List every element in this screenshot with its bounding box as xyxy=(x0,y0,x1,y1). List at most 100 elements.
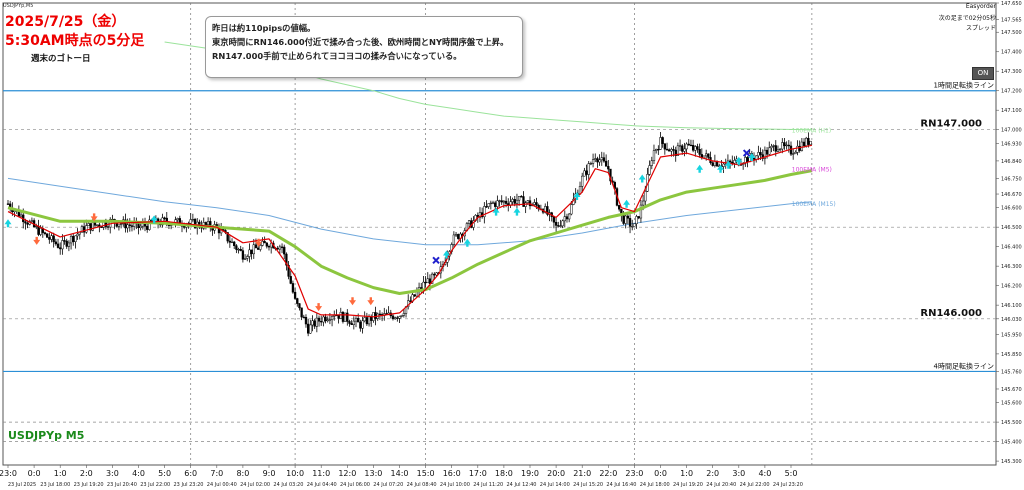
up-arrow-12 xyxy=(735,156,743,165)
candle-body xyxy=(557,225,560,227)
candle-body xyxy=(307,323,310,334)
candle-body xyxy=(80,226,84,233)
plot-area xyxy=(2,2,997,466)
candle-body xyxy=(19,214,23,217)
x-date-label-19: 24 Jul 18:00 xyxy=(640,482,670,488)
x-date-label-7: 24 Jul 02:00 xyxy=(240,482,270,488)
horizontal-lines: 1時間足転換ライン RN147.000 RN146.000 4時間足転換ライン xyxy=(3,81,996,442)
x-hour-label-22: 21:0 xyxy=(573,469,591,478)
candle-body xyxy=(628,218,632,227)
candle-body xyxy=(87,223,90,226)
candle-body xyxy=(713,161,717,166)
candle-body xyxy=(302,316,305,319)
candle-body xyxy=(289,276,292,284)
candle-body xyxy=(54,241,58,245)
candle-body xyxy=(72,235,75,242)
candle-body xyxy=(696,146,699,150)
y-tick-label-16: 146.200 xyxy=(1001,284,1022,290)
candle-body xyxy=(365,317,369,325)
candle-body xyxy=(230,241,234,244)
x-date-label-3: 23 Jul 20:40 xyxy=(107,482,137,488)
candle-body xyxy=(89,223,92,231)
y-tick-label-11: 146.670 xyxy=(1001,192,1022,198)
x-date-label-6: 24 Jul 00:40 xyxy=(207,482,237,488)
candle-body xyxy=(409,300,412,302)
candle-body xyxy=(93,222,97,226)
up-arrow-5 xyxy=(513,207,521,216)
candle-body xyxy=(694,146,697,151)
candle-body xyxy=(722,163,725,167)
y-tick-label-13: 146.500 xyxy=(1001,225,1022,231)
x-hour-label-6: 5:0 xyxy=(158,469,171,478)
x-date-label-9: 24 Jul 04:40 xyxy=(307,482,337,488)
candle-body xyxy=(193,219,197,229)
x-date-label-4: 23 Jul 22:00 xyxy=(140,482,170,488)
y-axis: 147.650 147.565 147.500 147.400 147.300 147.2… xyxy=(996,1,1022,465)
candle-body xyxy=(293,291,297,299)
candle-body xyxy=(37,225,40,235)
line-labels: 100EMA (H1) 100EMA (M5) 100EMA (M15) xyxy=(792,128,836,208)
candle-body xyxy=(563,216,566,222)
candle-body xyxy=(665,148,669,151)
x-hour-label-10: 9:0 xyxy=(263,469,276,478)
candle-body xyxy=(148,219,151,230)
candle-body xyxy=(35,225,38,228)
y-tick-label-12: 146.600 xyxy=(1001,206,1022,212)
candle-body xyxy=(391,315,395,320)
candle-body xyxy=(559,225,562,227)
y-tick-label-7: 147.000 xyxy=(1001,128,1022,134)
candle-body xyxy=(119,223,123,225)
x-hour-label-23: 22:0 xyxy=(599,469,617,478)
y-tick-label-23: 145.600 xyxy=(1001,401,1022,407)
x-hour-label-8: 7:0 xyxy=(210,469,223,478)
candle-body xyxy=(128,224,131,226)
on-toggle-button[interactable]: ON xyxy=(972,67,994,80)
x-date-label-23: 24 Jul 23:20 xyxy=(773,482,803,488)
candle-body xyxy=(789,145,793,155)
candle-body xyxy=(765,149,769,155)
candle-body xyxy=(515,199,519,204)
candle-body xyxy=(285,253,288,266)
candle-body xyxy=(631,226,634,228)
x-marker-1 xyxy=(742,149,751,157)
candle-body xyxy=(426,278,429,284)
candle-body xyxy=(300,307,303,318)
x-hour-label-3: 2:0 xyxy=(80,469,93,478)
x-date-label-8: 24 Jul 03:20 xyxy=(273,482,303,488)
up-arrow-1 xyxy=(150,215,158,224)
ema-short-group xyxy=(7,144,813,318)
candle-body xyxy=(228,240,231,243)
candle-body xyxy=(552,216,556,223)
candle-body xyxy=(626,215,630,219)
candle-body xyxy=(457,234,460,239)
candle-body xyxy=(106,226,110,228)
candle-body xyxy=(237,248,240,251)
note-line-1: 昨日は約110pipsの値幅。 xyxy=(212,23,316,33)
candle-body xyxy=(805,137,808,146)
x-date-label-1: 23 Jul 18:00 xyxy=(40,482,70,488)
candle-body xyxy=(317,317,321,322)
candle-body xyxy=(280,246,284,248)
candle-body xyxy=(561,220,564,227)
candle-body xyxy=(635,216,638,225)
candle-body xyxy=(624,215,627,224)
y-tick-label-17: 146.100 xyxy=(1001,303,1022,309)
candle-body xyxy=(176,218,179,221)
candle-body xyxy=(478,212,482,218)
candle-body xyxy=(63,240,66,242)
candle-body xyxy=(315,317,319,327)
y-tick-label-22: 145.670 xyxy=(1001,387,1022,393)
candle-body xyxy=(798,145,801,151)
candle-body xyxy=(61,240,64,250)
candle-body xyxy=(402,313,406,316)
y-tick-label-18: 146.030 xyxy=(1001,317,1022,323)
candle-body xyxy=(589,162,593,165)
x-hour-label-19: 18:0 xyxy=(495,469,513,478)
candle-body xyxy=(768,147,771,155)
y-tick-label-21: 145.760 xyxy=(1001,369,1022,375)
candle-body xyxy=(668,149,671,152)
candle-body xyxy=(670,149,673,152)
candle-body xyxy=(367,316,371,325)
candle-body xyxy=(226,232,229,242)
